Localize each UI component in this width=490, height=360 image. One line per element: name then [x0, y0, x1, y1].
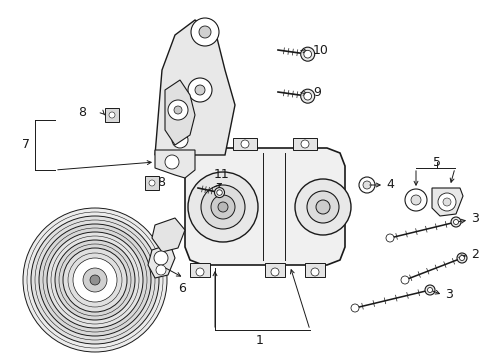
Circle shape [405, 189, 427, 211]
Circle shape [196, 268, 204, 276]
Circle shape [304, 92, 312, 100]
Circle shape [109, 112, 115, 118]
Bar [233, 138, 257, 150]
Circle shape [55, 240, 135, 320]
Bar [105, 108, 119, 122]
Circle shape [425, 285, 435, 295]
Circle shape [241, 140, 249, 148]
Circle shape [23, 208, 167, 352]
Polygon shape [152, 218, 185, 252]
Circle shape [47, 232, 143, 328]
Circle shape [201, 185, 245, 229]
Circle shape [363, 181, 371, 189]
Circle shape [451, 217, 461, 227]
Circle shape [460, 256, 465, 261]
Polygon shape [148, 244, 175, 278]
Bar [265, 263, 285, 277]
Circle shape [172, 132, 188, 148]
Bar [305, 263, 325, 277]
Circle shape [427, 288, 433, 292]
Circle shape [211, 195, 235, 219]
Polygon shape [165, 80, 195, 145]
Circle shape [359, 177, 375, 193]
Circle shape [271, 268, 279, 276]
Circle shape [191, 18, 219, 46]
Circle shape [195, 85, 205, 95]
Circle shape [301, 89, 315, 103]
Circle shape [174, 106, 182, 114]
Text: 3: 3 [471, 211, 479, 225]
Circle shape [304, 50, 312, 58]
Circle shape [217, 190, 222, 195]
Circle shape [438, 193, 456, 211]
Circle shape [454, 220, 459, 225]
Text: 2: 2 [471, 248, 479, 261]
Circle shape [386, 234, 394, 242]
Polygon shape [155, 20, 235, 155]
Text: 6: 6 [178, 282, 186, 294]
Bar [293, 138, 317, 150]
Circle shape [307, 191, 339, 223]
Circle shape [83, 268, 107, 292]
Circle shape [215, 188, 224, 198]
Circle shape [401, 276, 409, 284]
Text: 8: 8 [78, 107, 86, 120]
Circle shape [457, 253, 467, 263]
Circle shape [295, 179, 351, 235]
Circle shape [39, 224, 151, 336]
Circle shape [443, 198, 451, 206]
Text: 1: 1 [256, 333, 264, 346]
Text: 8: 8 [157, 175, 165, 189]
Circle shape [301, 140, 309, 148]
Text: 4: 4 [386, 177, 394, 190]
Polygon shape [432, 188, 463, 216]
Circle shape [156, 265, 166, 275]
Circle shape [351, 304, 359, 312]
Circle shape [90, 275, 100, 285]
Text: 9: 9 [313, 86, 321, 99]
Bar [145, 176, 159, 190]
Circle shape [63, 248, 127, 312]
Polygon shape [155, 150, 195, 178]
Circle shape [411, 195, 421, 205]
Circle shape [301, 47, 315, 61]
Circle shape [165, 155, 179, 169]
Text: 11: 11 [214, 168, 230, 181]
Circle shape [311, 268, 319, 276]
Circle shape [218, 202, 228, 212]
Circle shape [316, 200, 330, 214]
Circle shape [188, 78, 212, 102]
Bar [190, 263, 210, 277]
Circle shape [188, 172, 258, 242]
Circle shape [149, 180, 155, 186]
Text: 10: 10 [313, 44, 329, 57]
Circle shape [73, 258, 117, 302]
Circle shape [31, 216, 159, 344]
Circle shape [168, 100, 188, 120]
Circle shape [199, 26, 211, 38]
Polygon shape [185, 148, 345, 265]
Text: 5: 5 [433, 156, 441, 168]
Text: 3: 3 [445, 288, 453, 301]
Circle shape [154, 251, 168, 265]
Text: 7: 7 [22, 139, 30, 152]
